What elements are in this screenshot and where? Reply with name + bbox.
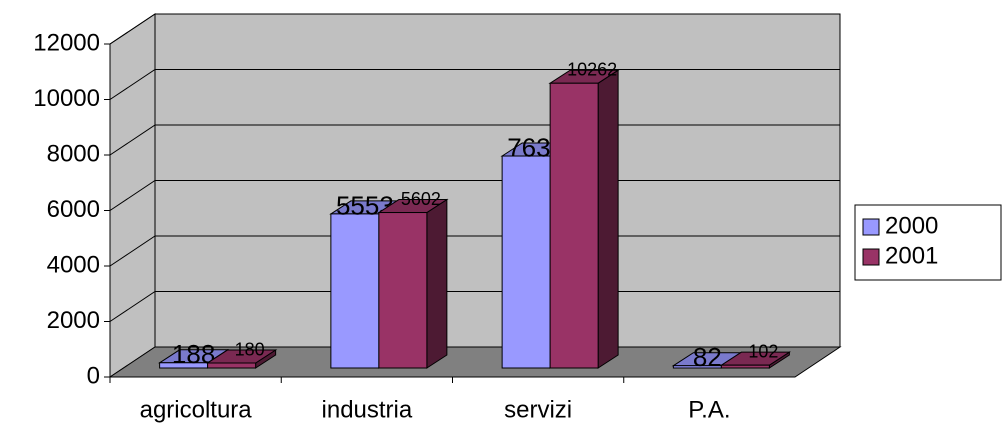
bar-side — [426, 198, 448, 369]
x-tick-label: industria — [322, 396, 413, 423]
bar-side — [597, 69, 619, 369]
legend-label: 2001 — [885, 242, 938, 269]
legend-label: 2000 — [885, 212, 938, 239]
x-tick-label: servizi — [504, 396, 572, 423]
x-tick-label: P.A. — [688, 396, 730, 423]
y-tick-label: 4000 — [47, 251, 100, 278]
bar — [549, 82, 599, 369]
x-tick-label: agricoltura — [140, 396, 253, 423]
data-label: 102 — [748, 341, 778, 361]
legend-swatch — [862, 248, 880, 266]
y-tick-label: 12000 — [33, 29, 100, 56]
y-tick-label: 6000 — [47, 196, 100, 223]
data-label: 10262 — [567, 59, 617, 79]
legend — [854, 204, 1002, 281]
y-tick-label: 0 — [87, 362, 100, 389]
data-label: 180 — [235, 339, 265, 359]
grid-line — [109, 13, 840, 45]
data-label: 5602 — [401, 189, 441, 209]
y-tick-label: 10000 — [33, 85, 100, 112]
data-label: 82 — [693, 342, 722, 372]
y-tick-label: 8000 — [47, 140, 100, 167]
y-tick-label: 2000 — [47, 307, 100, 334]
grid-line — [109, 69, 840, 100]
bar — [330, 213, 380, 369]
bar — [207, 362, 257, 369]
bar — [720, 364, 770, 369]
bar — [501, 155, 551, 369]
legend-swatch — [862, 218, 880, 236]
bar — [378, 212, 428, 369]
